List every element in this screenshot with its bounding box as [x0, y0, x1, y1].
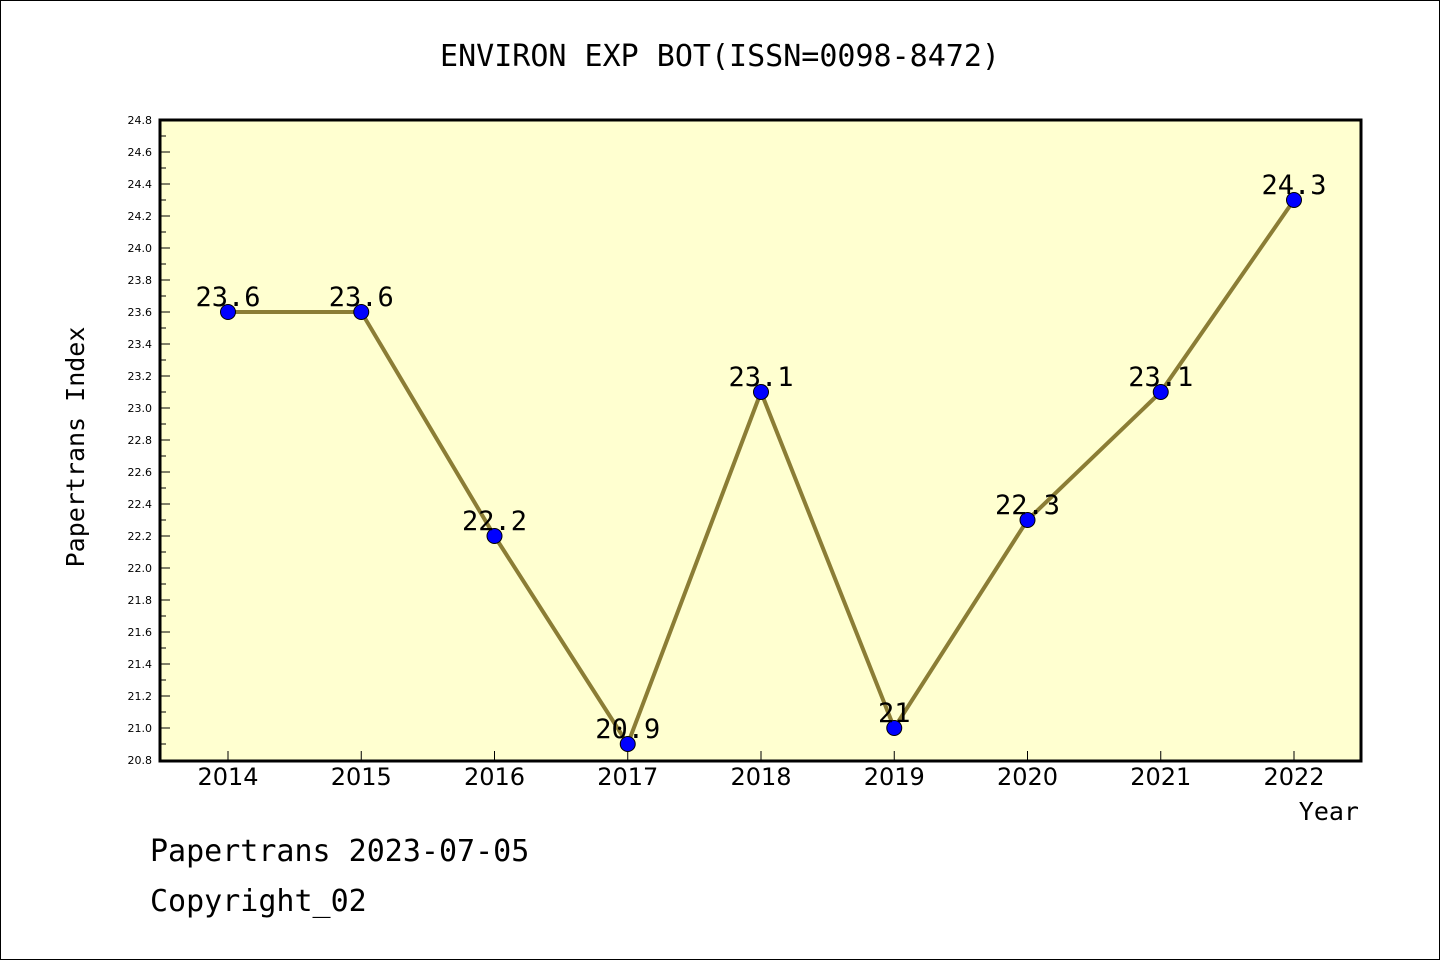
chart-title: ENVIRON EXP BOT(ISSN=0098-8472) [440, 39, 1000, 74]
y-axis-label: Papertrans Index [61, 327, 90, 568]
y-tick-label: 21.2 [128, 690, 153, 703]
data-point [886, 720, 903, 736]
y-tick-label: 20.8 [128, 754, 153, 767]
y-axis-ticks: 20.8 21.0 21.2 21.4 21.6 21.8 22.0 22.2 22.4 22.6… [128, 114, 170, 767]
x-tick-label: 2016 [464, 763, 525, 791]
y-tick-label: 22.4 [128, 498, 153, 511]
y-tick-label: 24.6 [128, 146, 153, 159]
data-label: 24.3 [1261, 170, 1326, 201]
y-tick-label: 21.6 [128, 626, 153, 639]
footer-date: Papertrans 2023-07-05 [150, 834, 530, 869]
data-point [619, 736, 636, 752]
data-label: 22.3 [995, 490, 1060, 521]
data-label: 23.6 [195, 282, 260, 313]
x-tick-label: 2022 [1263, 763, 1324, 791]
series-layer [220, 192, 1302, 752]
y-tick-label: 23.8 [128, 274, 153, 287]
y-tick-label: 21.0 [128, 722, 153, 735]
plot-area [158, 118, 1363, 763]
data-point [486, 528, 503, 544]
x-tick-label: 2014 [197, 763, 258, 791]
y-tick-label: 21.4 [128, 658, 153, 671]
y-tick-label: 23.0 [128, 402, 153, 415]
data-point [1286, 192, 1302, 208]
x-tick-label: 2015 [331, 763, 392, 791]
y-tick-label: 22.0 [128, 562, 153, 575]
y-tick-label: 24.8 [128, 114, 153, 127]
data-label: 22.2 [462, 506, 527, 537]
x-tick-label: 2021 [1130, 763, 1191, 791]
data-point [353, 304, 370, 320]
data-label: 21 [878, 698, 911, 729]
data-label: 23.6 [329, 282, 394, 313]
data-label: 20.9 [595, 714, 660, 745]
data-label: 23.1 [728, 362, 793, 393]
y-tick-label: 22.6 [128, 466, 153, 479]
data-point [1019, 512, 1036, 528]
y-tick-label: 23.6 [128, 306, 153, 319]
x-axis-ticks: 2014 2015 2016 2017 2018 2019 2020 2021 2022 [197, 751, 1325, 791]
data-label: 23.1 [1128, 362, 1193, 393]
x-tick-label: 2018 [730, 763, 791, 791]
y-tick-label: 23.4 [128, 338, 153, 351]
y-tick-label: 24.2 [128, 210, 153, 223]
y-tick-label: 24.0 [128, 242, 153, 255]
data-point [220, 304, 236, 320]
y-tick-label: 22.8 [128, 434, 153, 447]
x-tick-label: 2019 [864, 763, 925, 791]
y-tick-label: 21.8 [128, 594, 153, 607]
data-point [1152, 384, 1169, 400]
x-tick-label: 2017 [597, 763, 658, 791]
x-tick-label: 2020 [997, 763, 1058, 791]
data-labels: 23.6 23.6 22.2 20.9 23.1 21 22.3 23.1 24.3 [195, 170, 1326, 745]
footer-copyright: Copyright_02 [150, 884, 367, 919]
data-point [753, 384, 769, 400]
y-tick-label: 22.2 [128, 530, 153, 543]
x-axis-label: Year [1299, 797, 1359, 826]
y-tick-label: 24.4 [128, 178, 153, 191]
y-tick-label: 23.2 [128, 370, 153, 383]
